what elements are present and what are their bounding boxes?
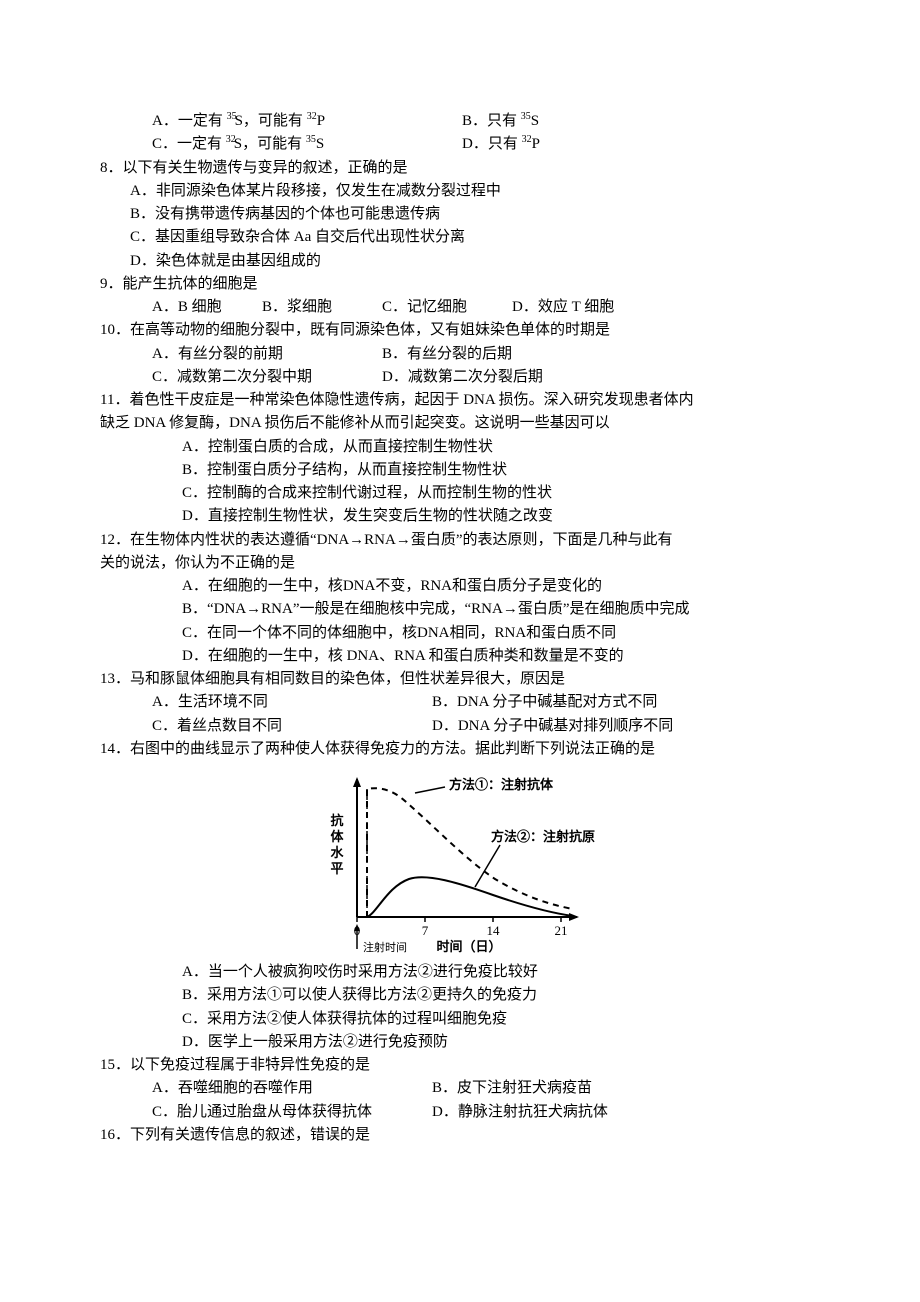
q9-option-a: A．B 细胞	[152, 296, 262, 319]
q10-options-row1: A．有丝分裂的前期 B．有丝分裂的后期	[100, 343, 820, 366]
q9-stem: 9．能产生抗体的细胞是	[100, 273, 820, 296]
q11-option-b: B．控制蛋白质分子结构，从而直接控制生物性状	[100, 459, 820, 482]
q15-options-row2: C．胎儿通过胎盘从母体获得抗体 D．静脉注射抗狂犬病抗体	[100, 1101, 820, 1124]
svg-text:7: 7	[422, 923, 429, 938]
q15-stem: 15．以下免疫过程属于非特异性免疫的是	[100, 1054, 820, 1077]
q15-option-b: B．皮下注射狂犬病疫苗	[432, 1077, 592, 1100]
q7-option-b: B．只有 35S	[462, 110, 539, 133]
svg-text:时间（日）: 时间（日）	[436, 939, 501, 954]
q14-option-c: C．采用方法②使人体获得抗体的过程叫细胞免疫	[100, 1008, 820, 1031]
q11-stem-line2: 缺乏 DNA 修复酶，DNA 损伤后不能修补从而引起突变。这说明一些基因可以	[100, 412, 820, 435]
q13-option-b: B．DNA 分子中碱基配对方式不同	[432, 691, 657, 714]
svg-text:抗: 抗	[330, 813, 343, 828]
q14-option-b: B．采用方法①可以使人获得比方法②更持久的免疫力	[100, 984, 820, 1007]
q7-options-row2: C．一定有 32S，可能有 35S D．只有 32P	[100, 133, 820, 156]
svg-text:水: 水	[330, 845, 344, 860]
q15-option-d: D．静脉注射抗狂犬病抗体	[432, 1101, 608, 1124]
q8-option-c: C．基因重组导致杂合体 Aa 自交后代出现性状分离	[100, 226, 820, 249]
q8-option-a: A．非同源染色体某片段移接，仅发生在减数分裂过程中	[100, 180, 820, 203]
q12-stem-line1: 12．在生物体内性状的表达遵循“DNA→RNA→蛋白质”的表达原则，下面是几种与…	[100, 529, 820, 552]
q11-stem-line1: 11．着色性干皮症是一种常染色体隐性遗传病，起因于 DNA 损伤。深入研究发现患…	[100, 389, 820, 412]
chart-svg: 071421抗体水平时间（日）注射时间方法①：注射抗体方法②：注射抗原	[315, 767, 605, 957]
q13-stem: 13．马和豚鼠体细胞具有相同数目的染色体，但性状差异很大，原因是	[100, 668, 820, 691]
q13-option-c: C．着丝点数目不同	[152, 715, 432, 738]
q7-option-d: D．只有 32P	[462, 133, 540, 156]
q12-option-d: D．在细胞的一生中，核 DNA、RNA 和蛋白质种类和数量是不变的	[100, 645, 820, 668]
q10-option-a: A．有丝分裂的前期	[152, 343, 382, 366]
q7-option-a: A．一定有 35S，可能有 32P	[152, 110, 462, 133]
q13-option-d: D．DNA 分子中碱基对排列顺序不同	[432, 715, 673, 738]
q10-option-b: B．有丝分裂的后期	[382, 343, 512, 366]
q12-option-b: B．“DNA→RNA”一般是在细胞核中完成，“RNA→蛋白质”是在细胞质中完成	[100, 598, 820, 621]
q9-options: A．B 细胞 B．浆细胞 C．记忆细胞 D．效应 T 细胞	[100, 296, 820, 319]
q9-option-b: B．浆细胞	[262, 296, 382, 319]
q8-option-d: D．染色体就是由基因组成的	[100, 250, 820, 273]
q7-option-c: C．一定有 32S，可能有 35S	[152, 133, 462, 156]
q8-stem: 8．以下有关生物遗传与变异的叙述，正确的是	[100, 157, 820, 180]
q14-option-a: A．当一个人被疯狗咬伤时采用方法②进行免疫比较好	[100, 961, 820, 984]
svg-text:平: 平	[330, 861, 343, 876]
q13-option-a: A．生活环境不同	[152, 691, 432, 714]
svg-text:方法①：注射抗体: 方法①：注射抗体	[449, 777, 554, 792]
q13-options-row2: C．着丝点数目不同 D．DNA 分子中碱基对排列顺序不同	[100, 715, 820, 738]
q7-options-row1: A．一定有 35S，可能有 32P B．只有 35S	[100, 110, 820, 133]
q14-option-d: D．医学上一般采用方法②进行免疫预防	[100, 1031, 820, 1054]
q15-option-c: C．胎儿通过胎盘从母体获得抗体	[152, 1101, 432, 1124]
q9-option-c: C．记忆细胞	[382, 296, 512, 319]
q10-options-row2: C．减数第二次分裂中期 D．减数第二次分裂后期	[100, 366, 820, 389]
q12-option-c: C．在同一个体不同的体细胞中，核DNA相同，RNA和蛋白质不同	[100, 622, 820, 645]
svg-text:方法②：注射抗原: 方法②：注射抗原	[491, 829, 595, 844]
q16-stem: 16．下列有关遗传信息的叙述，错误的是	[100, 1124, 820, 1147]
q13-options-row1: A．生活环境不同 B．DNA 分子中碱基配对方式不同	[100, 691, 820, 714]
svg-text:21: 21	[555, 923, 568, 938]
q9-option-d: D．效应 T 细胞	[512, 296, 672, 319]
q15-options-row1: A．吞噬细胞的吞噬作用 B．皮下注射狂犬病疫苗	[100, 1077, 820, 1100]
q12-stem-line2: 关的说法，你认为不正确的是	[100, 552, 820, 575]
svg-text:注射时间: 注射时间	[363, 940, 407, 954]
exam-page: A．一定有 35S，可能有 32P B．只有 35S C．一定有 32S，可能有…	[0, 0, 920, 1227]
q10-stem: 10．在高等动物的细胞分裂中，既有同源染色体，又有姐妹染色单体的时期是	[100, 319, 820, 342]
immunity-chart: 071421抗体水平时间（日）注射时间方法①：注射抗体方法②：注射抗原	[100, 761, 820, 961]
q10-option-d: D．减数第二次分裂后期	[382, 366, 543, 389]
q11-option-d: D．直接控制生物性状，发生突变后生物的性状随之改变	[100, 505, 820, 528]
q8-option-b: B．没有携带遗传病基因的个体也可能患遗传病	[100, 203, 820, 226]
svg-text:14: 14	[487, 923, 501, 938]
q11-option-a: A．控制蛋白质的合成，从而直接控制生物性状	[100, 436, 820, 459]
svg-text:体: 体	[330, 829, 344, 844]
q12-option-a: A．在细胞的一生中，核DNA不变，RNA和蛋白质分子是变化的	[100, 575, 820, 598]
q11-option-c: C．控制酶的合成来控制代谢过程，从而控制生物的性状	[100, 482, 820, 505]
q10-option-c: C．减数第二次分裂中期	[152, 366, 382, 389]
q14-stem: 14．右图中的曲线显示了两种使人体获得免疫力的方法。据此判断下列说法正确的是	[100, 738, 820, 761]
q15-option-a: A．吞噬细胞的吞噬作用	[152, 1077, 432, 1100]
